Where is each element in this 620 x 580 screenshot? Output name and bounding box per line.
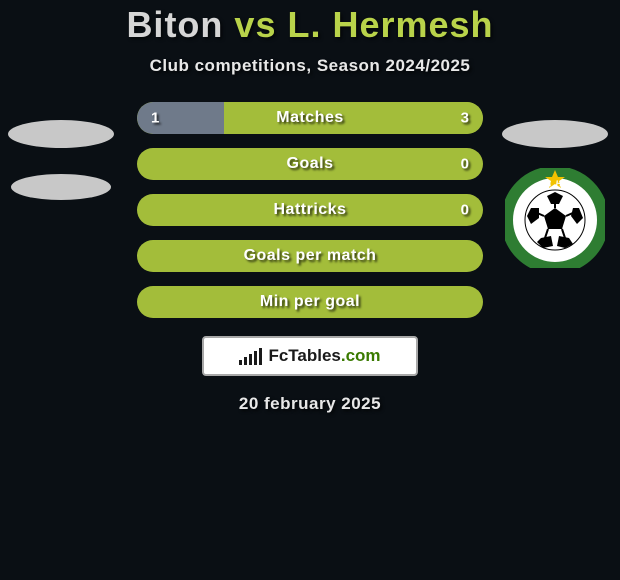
stat-label: Min per goal [137, 293, 483, 311]
subtitle: Club competitions, Season 2024/2025 [150, 56, 471, 76]
player2-badge-area: MACCABI HAIFA F.C • • • • • • • • • • [502, 120, 608, 268]
stat-row: Hattricks0 [137, 194, 483, 226]
stat-label: Goals [137, 155, 483, 173]
stat-value-right: 0 [461, 202, 469, 219]
brand-name: FcTables [268, 346, 340, 365]
stat-row: Goals per match [137, 240, 483, 272]
player2-club-badge: MACCABI HAIFA F.C • • • • • • • • • • [505, 168, 605, 268]
stat-value-left: 1 [151, 110, 159, 127]
stat-value-right: 3 [461, 110, 469, 127]
stat-row: Goals0 [137, 148, 483, 180]
stat-label: Matches [137, 109, 483, 127]
stat-value-right: 0 [461, 156, 469, 173]
comparison-title: Biton vs L. Hermesh [126, 4, 493, 46]
brand-box[interactable]: FcTables.com [202, 336, 418, 376]
player2-photo-placeholder [502, 120, 608, 148]
player1-club-placeholder [11, 174, 111, 200]
brand-domain: .com [341, 346, 381, 365]
player1-name: Biton [126, 4, 223, 45]
stat-label: Goals per match [137, 247, 483, 265]
vs-text: vs [234, 4, 276, 45]
player2-name: L. Hermesh [287, 4, 493, 45]
club-badge-icon: MACCABI HAIFA F.C • • • • • • • • • • [505, 168, 605, 268]
stat-row: Matches1 3 [137, 102, 483, 134]
stat-label: Hattricks [137, 201, 483, 219]
player1-badge-area [8, 120, 114, 200]
brand-bars-icon [239, 347, 262, 365]
player1-photo-placeholder [8, 120, 114, 148]
stat-row: Min per goal [137, 286, 483, 318]
brand-text: FcTables.com [268, 346, 380, 366]
date-text: 20 february 2025 [239, 394, 381, 414]
